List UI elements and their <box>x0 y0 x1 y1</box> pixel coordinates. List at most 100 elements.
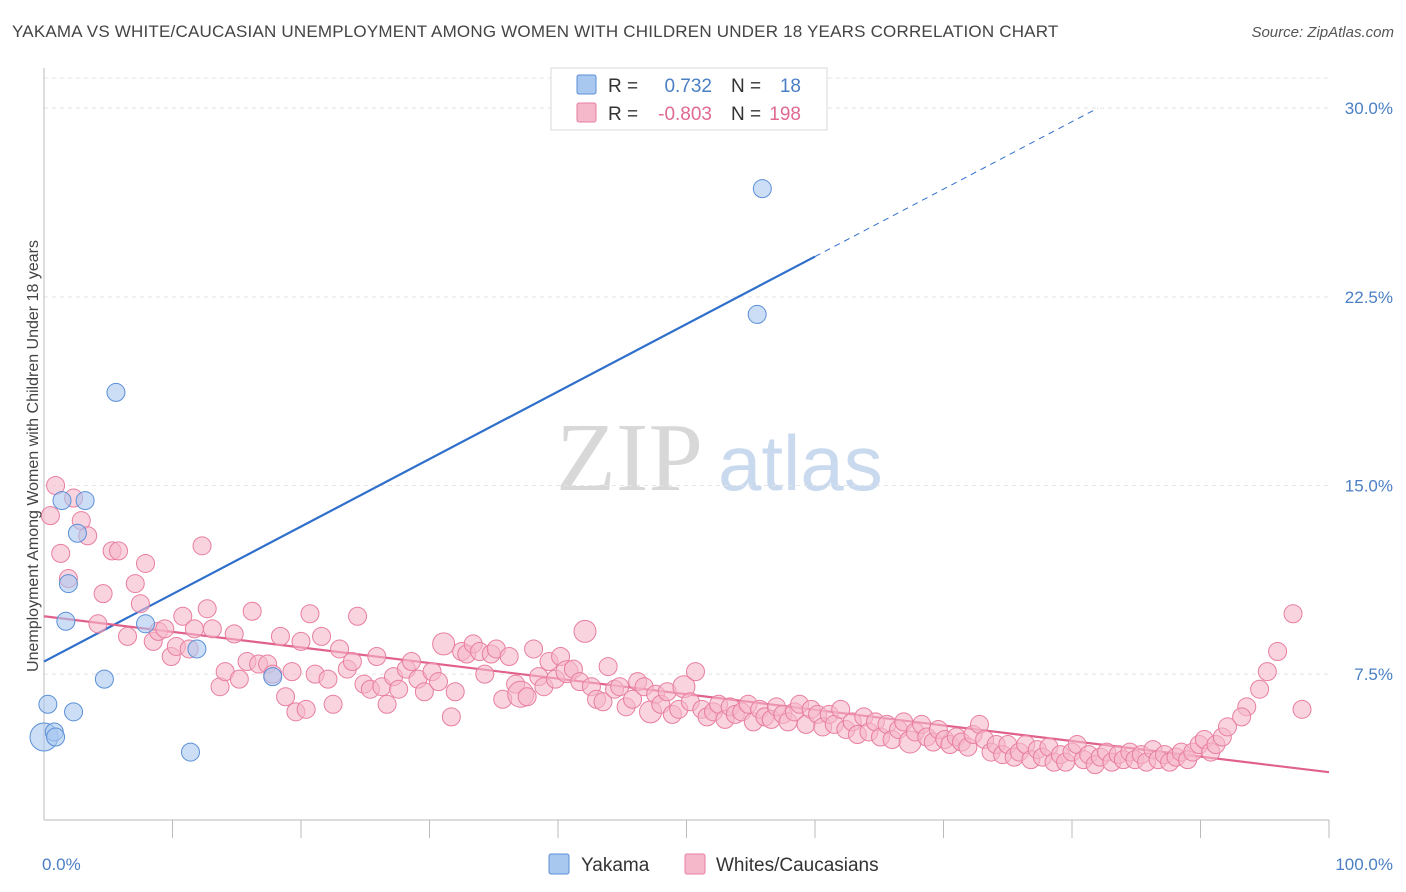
bottom-legend-swatch-1 <box>684 853 706 875</box>
point-whites-caucasians-65 <box>445 682 465 702</box>
point-whites-caucasians-203 <box>1268 641 1288 661</box>
point-whites-caucasians-22 <box>184 619 204 639</box>
point-whites-caucasians-11 <box>118 626 138 646</box>
point-whites-caucasians-13 <box>130 594 150 614</box>
point-whites-caucasians-25 <box>202 619 222 639</box>
trendline-extension-0 <box>814 107 1098 258</box>
point-whites-caucasians-31 <box>242 601 262 621</box>
point-whites-caucasians-45 <box>323 694 343 714</box>
point-whites-caucasians-49 <box>348 606 368 626</box>
point-yakama-3 <box>46 727 66 747</box>
point-whites-caucasians-37 <box>282 662 302 682</box>
axes <box>43 68 1330 838</box>
legend-swatch-0 <box>576 74 597 95</box>
point-whites-caucasians-24 <box>197 599 217 619</box>
point-whites-caucasians-39 <box>291 631 311 651</box>
trendline-0 <box>43 255 816 663</box>
series-legend: Yakama Whites/Caucasians <box>548 853 879 876</box>
point-yakama-10 <box>94 669 114 689</box>
bottom-legend-label-1: Whites/Caucasians <box>716 855 879 876</box>
legend-r-value-1: -0.803 <box>658 104 712 125</box>
point-whites-caucasians-10 <box>109 541 129 561</box>
point-yakama-11 <box>106 382 126 402</box>
point-yakama-8 <box>67 523 87 543</box>
point-whites-caucasians-46 <box>330 639 350 659</box>
point-whites-caucasians-7 <box>88 614 108 634</box>
legend-n-label-0: N = <box>731 76 761 97</box>
point-yakama-16 <box>747 304 767 324</box>
point-whites-caucasians-23 <box>192 536 212 556</box>
point-whites-caucasians-70 <box>475 664 495 684</box>
point-whites-caucasians-201 <box>1250 679 1270 699</box>
point-whites-caucasians-202 <box>1257 662 1277 682</box>
point-whites-caucasians-77 <box>517 687 537 707</box>
point-yakama-12 <box>136 614 156 634</box>
point-yakama-14 <box>180 742 200 762</box>
point-whites-caucasians-35 <box>270 626 290 646</box>
point-whites-caucasians-44 <box>318 669 338 689</box>
point-whites-caucasians-198 <box>1217 717 1237 737</box>
chart-source: Source: ZipAtlas.com <box>1251 24 1394 41</box>
legend-r-label-0: R = <box>608 76 638 97</box>
y-tick-label-3: 30.0% <box>1345 99 1393 118</box>
legend-swatch-1 <box>576 102 597 123</box>
point-whites-caucasians-62 <box>428 672 448 692</box>
y-tick-label-2: 22.5% <box>1345 288 1393 307</box>
chart-title: YAKAMA VS WHITE/CAUCASIAN UNEMPLOYMENT A… <box>12 22 1059 41</box>
legend-r-label-1: R = <box>608 104 638 125</box>
gridlines <box>44 77 1329 675</box>
legend-n-value-1: 198 <box>769 104 801 125</box>
point-whites-caucasians-58 <box>402 652 422 672</box>
point-yakama-17 <box>752 179 772 199</box>
point-whites-caucasians-64 <box>441 707 461 727</box>
point-yakama-6 <box>58 574 78 594</box>
point-whites-caucasians-2 <box>51 543 71 563</box>
point-whites-caucasians-36 <box>276 687 296 707</box>
watermark: ZIP atlas <box>556 404 883 512</box>
point-whites-caucasians-93 <box>610 677 630 697</box>
bottom-legend-swatch-0 <box>548 853 570 875</box>
y-tick-label-1: 15.0% <box>1345 476 1393 495</box>
point-whites-caucasians-56 <box>389 679 409 699</box>
point-whites-caucasians-14 <box>136 553 156 573</box>
y-axis-title: Unemployment Among Women with Children U… <box>25 240 42 672</box>
legend-n-value-0: 18 <box>780 76 801 97</box>
point-whites-caucasians-106 <box>685 662 705 682</box>
legend-n-label-1: N = <box>731 104 761 125</box>
point-whites-caucasians-74 <box>499 647 519 667</box>
legend-r-value-0: 0.732 <box>664 76 712 97</box>
point-whites-caucasians-52 <box>367 647 387 667</box>
point-whites-caucasians-131 <box>831 699 851 719</box>
point-whites-caucasians-29 <box>229 669 249 689</box>
point-whites-caucasians-95 <box>623 689 643 709</box>
point-whites-caucasians-54 <box>377 694 397 714</box>
point-whites-caucasians-60 <box>414 682 434 702</box>
x-tick-label-1: 100.0% <box>1335 855 1393 874</box>
point-whites-caucasians-8 <box>93 584 113 604</box>
tick-labels: 7.5% 15.0% 22.5% 30.0% 0.0% 100.0% <box>42 99 1393 874</box>
point-yakama-15 <box>263 667 283 687</box>
point-whites-caucasians-200 <box>1232 707 1252 727</box>
point-yakama-7 <box>64 702 84 722</box>
watermark-zip: ZIP <box>556 404 703 512</box>
point-whites-caucasians-0 <box>40 506 60 526</box>
point-yakama-13 <box>187 639 207 659</box>
x-tick-label-0: 0.0% <box>42 855 81 874</box>
point-whites-caucasians-48 <box>342 652 362 672</box>
data-points <box>29 179 1312 775</box>
point-whites-caucasians-90 <box>593 692 613 712</box>
y-tick-label-0: 7.5% <box>1354 665 1393 684</box>
point-whites-caucasians-63 <box>432 632 456 656</box>
point-whites-caucasians-205 <box>1292 699 1312 719</box>
point-whites-caucasians-28 <box>224 624 244 644</box>
point-yakama-5 <box>56 611 76 631</box>
point-whites-caucasians-20 <box>173 606 193 626</box>
point-whites-caucasians-78 <box>524 639 544 659</box>
point-whites-caucasians-87 <box>573 619 597 643</box>
point-whites-caucasians-204 <box>1283 604 1303 624</box>
point-whites-caucasians-17 <box>155 619 175 639</box>
watermark-atlas: atlas <box>718 419 883 507</box>
point-whites-caucasians-43 <box>312 626 332 646</box>
point-whites-caucasians-40 <box>296 699 316 719</box>
